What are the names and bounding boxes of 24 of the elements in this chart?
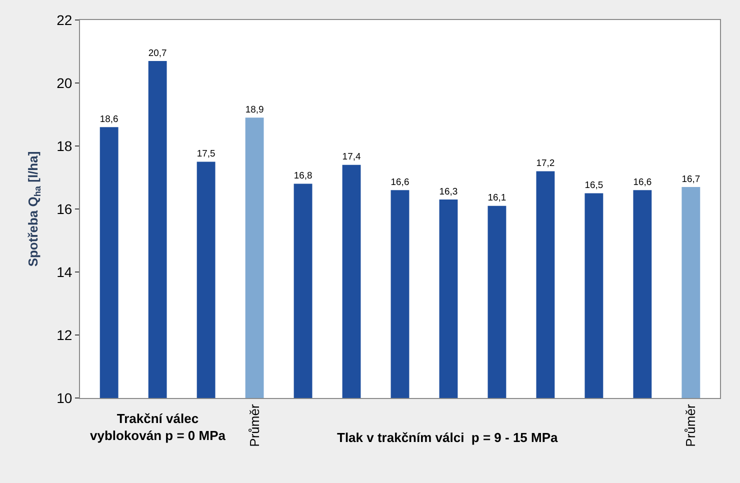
y-tick-label: 14 xyxy=(56,264,72,280)
x-tick-label: Průměr xyxy=(683,404,698,447)
data-label: 17,4 xyxy=(342,152,361,163)
y-tick-label: 10 xyxy=(56,390,72,406)
data-label: 16,3 xyxy=(439,186,458,198)
data-label: 17,5 xyxy=(196,148,216,160)
data-label: 16,6 xyxy=(633,176,652,188)
data-label: 17,2 xyxy=(536,158,555,170)
y-tick-label: 22 xyxy=(56,12,72,28)
data-label: 16,5 xyxy=(584,180,604,192)
y-tick-label: 12 xyxy=(56,326,72,343)
y-tick-label: 16 xyxy=(56,200,72,217)
text: Tlak v trakčním válci p = 9 - 15 MPa xyxy=(337,430,559,445)
data-label: 18,9 xyxy=(245,104,264,116)
data-label: 20,7 xyxy=(148,48,167,59)
data-label: 16,6 xyxy=(390,176,410,188)
data-label: 16,7 xyxy=(682,174,700,185)
y-tick-label: 20 xyxy=(56,74,72,91)
data-label: 16,1 xyxy=(488,192,506,204)
text: Trakční válec vyblokován p = 0 MPa xyxy=(90,411,226,443)
data-label: 18,6 xyxy=(100,114,118,125)
data-label: 16,8 xyxy=(294,170,312,182)
y-tick-label: 18 xyxy=(56,138,72,154)
x-tick-label: Průměr xyxy=(246,404,262,447)
